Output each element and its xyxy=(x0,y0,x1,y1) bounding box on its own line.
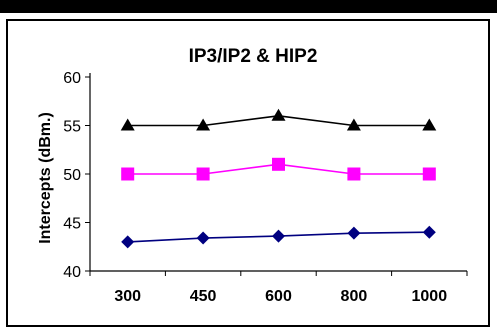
y-axis-label: Intercepts (dBm.) xyxy=(37,112,54,244)
series-1 xyxy=(120,108,437,131)
x-tick-label: 300 xyxy=(114,288,141,305)
y-tick-label: 55 xyxy=(63,119,81,136)
data-point-diamond xyxy=(347,226,361,240)
x-tick-label: 450 xyxy=(190,288,217,305)
data-point-diamond xyxy=(196,231,210,245)
data-point-square xyxy=(196,167,210,181)
data-point-triangle xyxy=(346,118,361,131)
series-layer xyxy=(120,108,437,249)
x-tick-label: 600 xyxy=(265,288,292,305)
data-point-square xyxy=(272,157,285,171)
data-point-square xyxy=(121,167,135,181)
data-point-diamond xyxy=(121,235,135,249)
data-point-triangle xyxy=(271,108,286,121)
series-2 xyxy=(121,157,436,181)
chart-panel xyxy=(6,19,490,327)
data-point-square xyxy=(347,167,361,181)
data-point-triangle xyxy=(196,118,211,131)
data-point-triangle xyxy=(422,118,437,131)
data-point-diamond xyxy=(272,229,285,243)
data-point-diamond xyxy=(422,225,436,239)
top-border-bar xyxy=(0,0,497,13)
series-3 xyxy=(121,225,436,249)
tick-layer: 40 45 50 55 60 300 450 600 800 1000 xyxy=(63,70,468,305)
x-tick-label: 800 xyxy=(341,288,368,305)
y-tick-label: 60 xyxy=(63,70,81,87)
data-point-square xyxy=(422,167,436,181)
y-tick-label: 45 xyxy=(63,216,81,233)
y-tick-label: 40 xyxy=(63,264,81,281)
chart-title: IP3/IP2 & HIP2 xyxy=(189,46,318,67)
axes xyxy=(89,73,467,272)
data-point-triangle xyxy=(120,118,135,131)
y-tick-label: 50 xyxy=(63,167,81,184)
x-tick-label: 1000 xyxy=(412,288,448,305)
